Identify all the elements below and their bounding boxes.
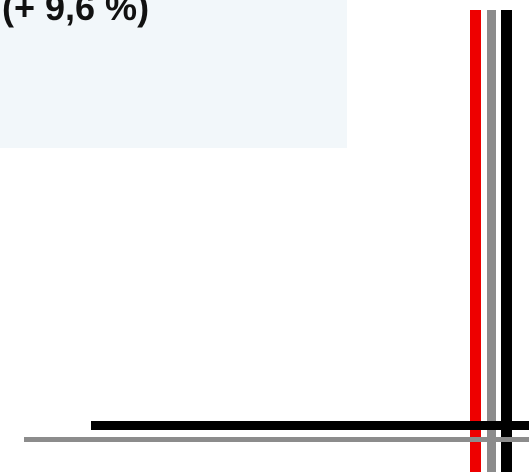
black-vertical-rule bbox=[501, 10, 512, 472]
red-vertical-rule bbox=[470, 10, 481, 472]
gray-vertical-rule bbox=[487, 10, 496, 472]
info-panel: (+ 9,6 %) bbox=[0, 0, 347, 148]
black-horizontal-rule bbox=[91, 421, 529, 430]
gray-horizontal-rule bbox=[24, 437, 529, 442]
percentage-change-label: (+ 9,6 %) bbox=[2, 0, 150, 28]
